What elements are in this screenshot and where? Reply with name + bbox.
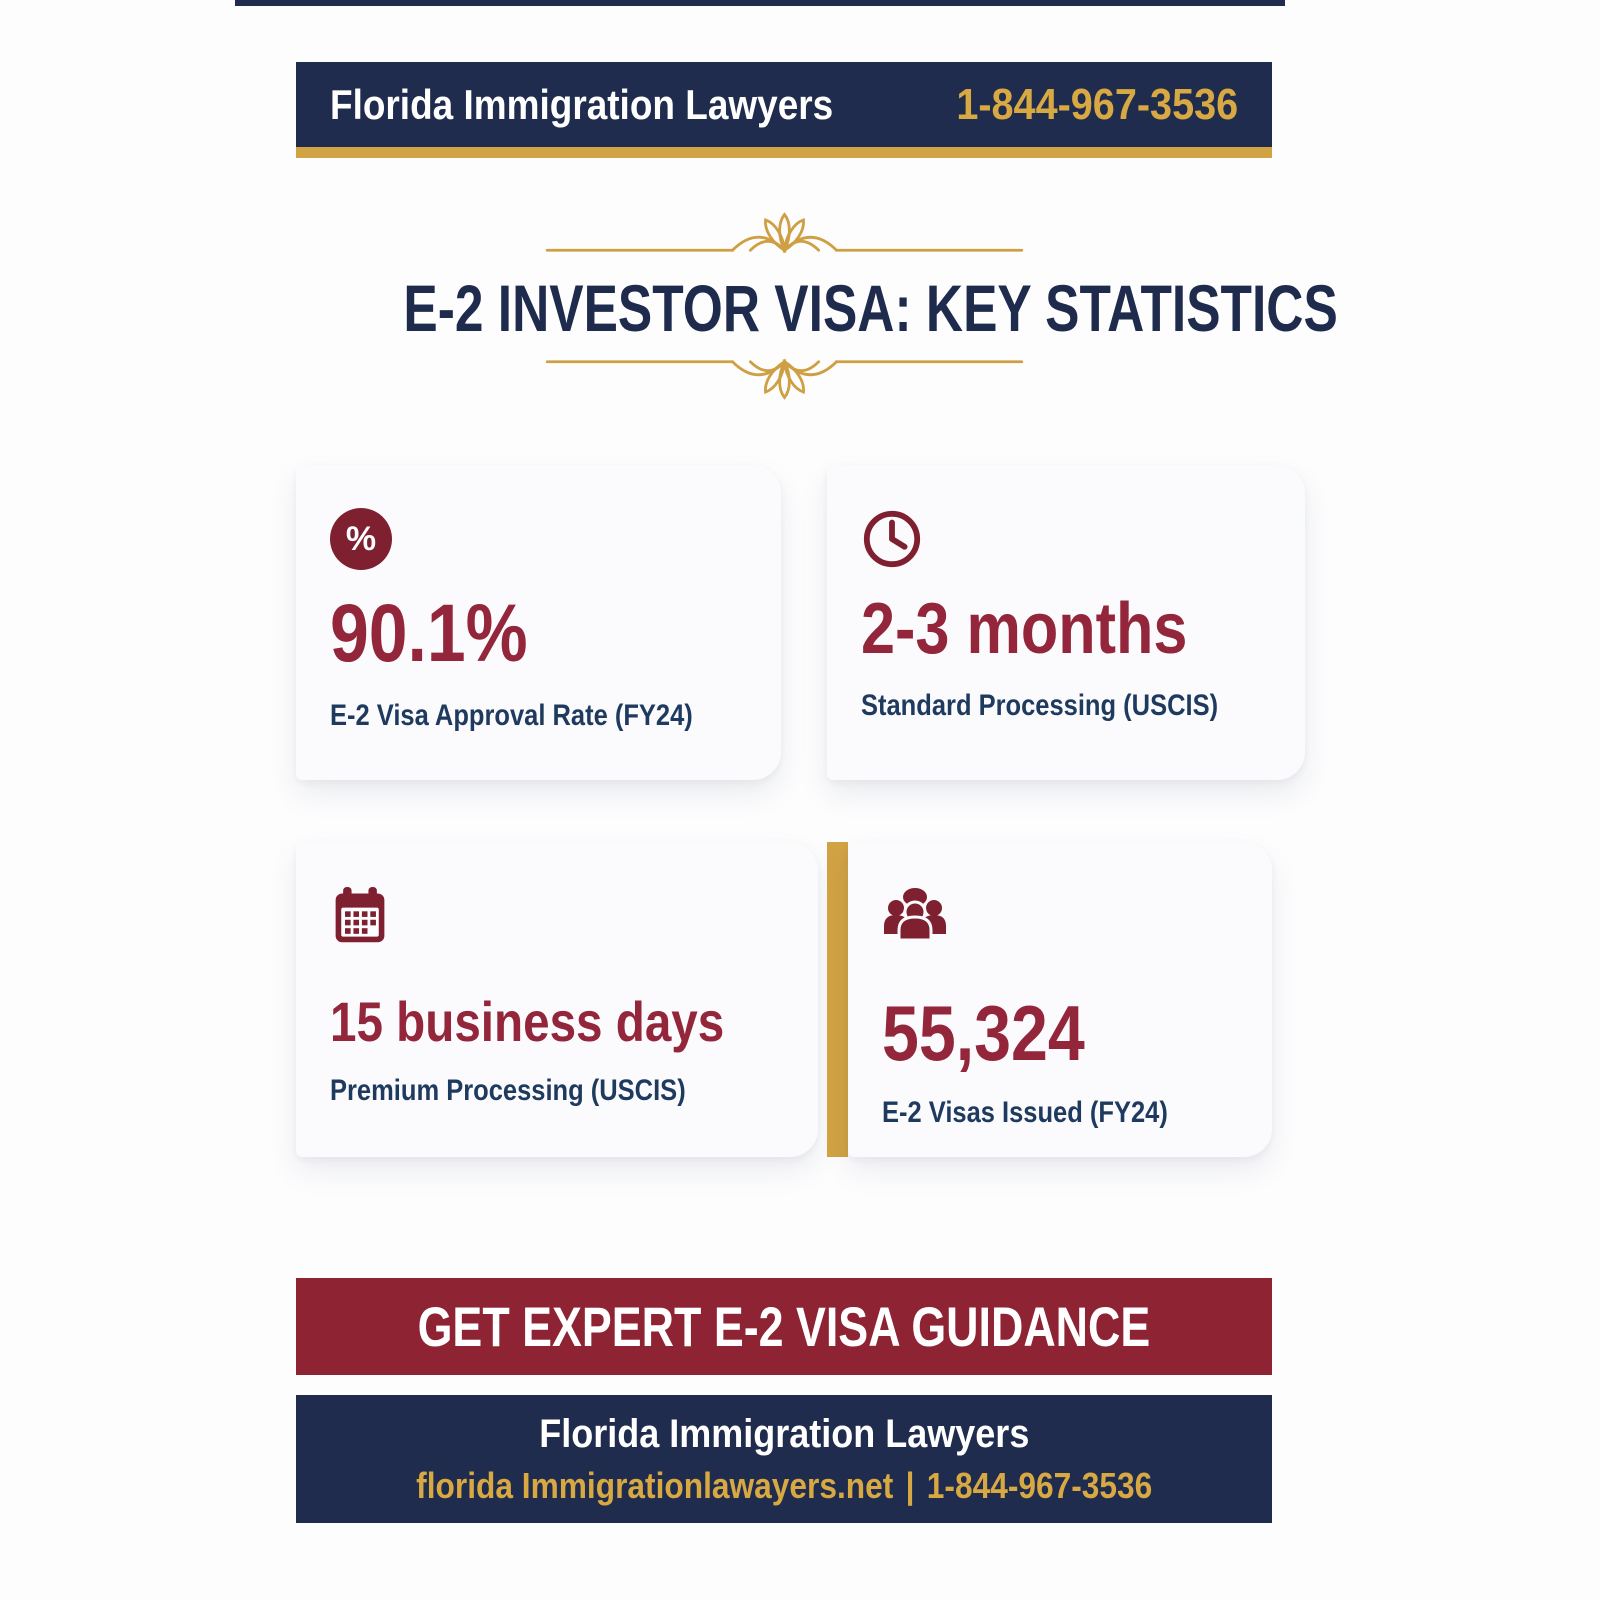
footer-contact-line: florida Immigrationlawayers.net | 1-844-… xyxy=(416,1465,1152,1507)
header-bar: Florida Immigration Lawyers 1-844-967-35… xyxy=(296,62,1272,147)
page-title: E-2 INVESTOR VISA: KEY STATISTICS xyxy=(403,271,1338,345)
top-crop-strip xyxy=(235,0,1285,6)
card-body: 2-3 months Standard Processing (USCIS) xyxy=(827,465,1306,780)
stat-value: 55,324 xyxy=(882,989,1085,1077)
footer-website[interactable]: florida Immigrationlawayers.net xyxy=(415,1464,894,1506)
ornament-divider-top xyxy=(545,212,1023,254)
percent-icon: % xyxy=(330,507,757,571)
card-body: 15 business days Premium Processing (USC… xyxy=(296,842,818,1157)
clock-icon xyxy=(861,507,1281,571)
stat-label: Premium Processing (USCIS) xyxy=(330,1074,686,1107)
card-gold-bar xyxy=(827,842,848,1157)
stat-value: 2-3 months xyxy=(861,589,1188,669)
calendar-icon xyxy=(330,884,794,948)
footer-bar: Florida Immigration Lawyers florida Immi… xyxy=(296,1395,1272,1523)
stat-card-approval-rate: % 90.1% E-2 Visa Approval Rate (FY24) xyxy=(296,465,781,780)
cta-label: GET EXPERT E-2 VISA GUIDANCE xyxy=(417,1295,1151,1358)
card-body: 55,324 E-2 Visas Issued (FY24) xyxy=(848,842,1272,1157)
people-icon xyxy=(882,884,1248,948)
title-block: E-2 INVESTOR VISA: KEY STATISTICS xyxy=(296,208,1338,404)
stat-card-premium-processing: 15 business days Premium Processing (USC… xyxy=(296,842,818,1157)
stat-value: 90.1% xyxy=(330,588,528,679)
footer-brand: Florida Immigration Lawyers xyxy=(538,1411,1030,1456)
header-phone-number[interactable]: 1-844-967-3536 xyxy=(956,79,1238,129)
stat-value: 15 business days xyxy=(330,990,725,1053)
stat-card-visas-issued: 55,324 E-2 Visas Issued (FY24) xyxy=(827,842,1272,1157)
footer-phone-number[interactable]: 1-844-967-3536 xyxy=(926,1464,1153,1506)
header-gold-stripe xyxy=(296,147,1272,158)
header-brand: Florida Immigration Lawyers xyxy=(330,80,834,128)
cta-banner[interactable]: GET EXPERT E-2 VISA GUIDANCE xyxy=(296,1278,1272,1375)
stat-label: E-2 Visa Approval Rate (FY24) xyxy=(330,699,693,732)
stats-grid: % 90.1% E-2 Visa Approval Rate (FY24) 2-… xyxy=(296,465,1306,1157)
footer-separator: | xyxy=(905,1464,915,1506)
stat-label: E-2 Visas Issued (FY24) xyxy=(882,1096,1168,1129)
card-body: % 90.1% E-2 Visa Approval Rate (FY24) xyxy=(296,465,781,780)
ornament-divider-bottom xyxy=(545,358,1023,400)
stat-card-standard-processing: 2-3 months Standard Processing (USCIS) xyxy=(827,465,1306,780)
stat-label: Standard Processing (USCIS) xyxy=(861,689,1219,722)
